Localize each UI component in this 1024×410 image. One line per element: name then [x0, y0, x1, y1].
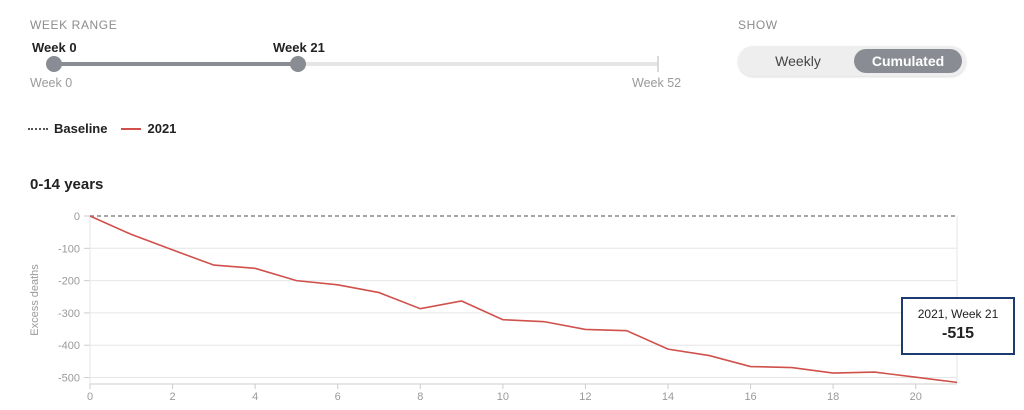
slider-min-label: Week 0: [30, 76, 73, 90]
solid-line-icon: [121, 127, 142, 130]
week-range-slider-fill: [54, 62, 298, 66]
week-range-slider-track[interactable]: [54, 62, 658, 66]
week-range-heading: WEEK RANGE: [30, 18, 118, 32]
y-tick-label: -400: [58, 340, 80, 352]
legend-label-baseline: Baseline: [54, 121, 108, 136]
slider-end-value: Week 21: [273, 40, 325, 55]
weekly-toggle-button[interactable]: Weekly: [775, 53, 821, 69]
x-tick-label: 4: [252, 391, 258, 403]
week-range-slider-end-tick: [657, 56, 659, 72]
x-tick-label: 2: [170, 391, 176, 403]
dotted-line-icon: [28, 127, 48, 130]
y-tick-label: -100: [58, 243, 80, 255]
x-tick-label: 12: [579, 391, 591, 403]
tooltip-value: -515: [941, 325, 975, 342]
series-line-2021: [89, 215, 958, 384]
y-tick-label: 0: [74, 211, 80, 223]
x-tick-label: 8: [417, 391, 423, 403]
slider-max-label: Week 52: [632, 76, 682, 90]
slider-start-handle[interactable]: [46, 56, 62, 72]
show-toggle: Weekly Cumulated: [738, 46, 966, 76]
legend: Baseline 2021: [28, 121, 176, 136]
x-tick-label: 10: [497, 391, 509, 403]
show-heading: SHOW: [738, 18, 778, 32]
y-tick-label: -300: [58, 308, 80, 320]
y-axis-label: Excess deaths: [29, 264, 41, 336]
x-tick-label: 16: [744, 391, 756, 403]
x-tick-label: 14: [662, 391, 674, 403]
cumulated-toggle-button[interactable]: Cumulated: [854, 49, 962, 73]
x-tick-label: 20: [910, 391, 922, 403]
x-tick-label: 18: [827, 391, 839, 403]
legend-label-2021: 2021: [147, 121, 177, 136]
legend-item-baseline: Baseline: [28, 121, 107, 136]
slider-end-handle[interactable]: [290, 56, 306, 72]
y-tick-label: -200: [58, 276, 80, 288]
tooltip-header: 2021, Week 21: [917, 307, 999, 321]
x-tick-label: 6: [335, 391, 341, 403]
slider-start-value: Week 0: [32, 40, 77, 55]
tooltip: 2021, Week 21 -515: [901, 297, 1015, 355]
x-tick-label: 0: [87, 391, 93, 403]
y-tick-label: -500: [58, 373, 80, 385]
legend-item-2021: 2021: [121, 121, 176, 136]
panel-title: 0-14 years: [30, 176, 104, 193]
